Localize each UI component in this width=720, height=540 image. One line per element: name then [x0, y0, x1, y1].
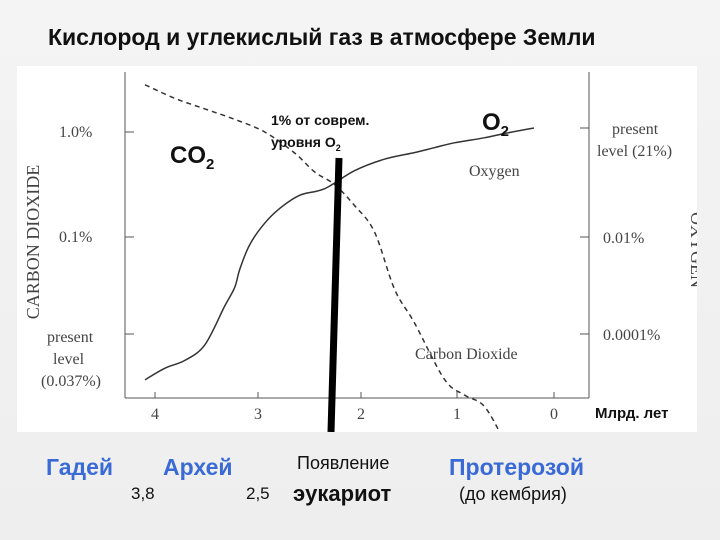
- x-tick-label-2: 2: [357, 406, 365, 423]
- slide-title: Кислород и углекислый газ в атмосфере Зе…: [48, 24, 596, 50]
- left-tick-label-3: present level (0.037%): [41, 329, 101, 390]
- chart-svg: CARBON DIOXIDE OXYGEN 1.0% 0.1% present …: [23, 72, 697, 432]
- oxygen-series-label: Oxygen: [469, 163, 520, 180]
- x-axis-unit: Млрд. лет: [595, 405, 669, 422]
- boundary-2-5: 2,5: [246, 484, 270, 503]
- x-tick-label-0: 0: [550, 406, 558, 423]
- right-tick-label-1: present level (21%): [597, 121, 672, 160]
- left-axis-title: CARBON DIOXIDE: [23, 165, 43, 320]
- o2-big-label: O2: [482, 109, 509, 140]
- co2-series-label: Carbon Dioxide: [415, 346, 518, 363]
- left-tick-label-1: 1.0%: [59, 124, 92, 141]
- oxygen-series-line: [144, 127, 535, 381]
- annotation-line-2: уровня O2: [271, 134, 341, 153]
- right-tick-label-3: 0.0001%: [603, 327, 660, 344]
- right-axis-title: OXYGEN: [687, 212, 697, 288]
- era-proterozoic: Протерозой: [449, 454, 584, 480]
- x-tick-label-4: 4: [151, 406, 159, 423]
- era-archean: Архей: [163, 454, 233, 480]
- boundary-3-8: 3,8: [131, 484, 155, 503]
- annotation-line-1: 1% от соврем.: [271, 112, 369, 128]
- eukaryotes-line-1: Появление: [297, 453, 390, 473]
- era-hadean: Гадей: [46, 454, 114, 480]
- co2-series-line: [144, 84, 501, 432]
- eukaryote-marker-line: [327, 157, 343, 432]
- precambrian-note: (до кембрия): [459, 484, 567, 504]
- x-tick-label-1: 1: [453, 406, 461, 423]
- chart-panel: CARBON DIOXIDE OXYGEN 1.0% 0.1% present …: [17, 66, 697, 432]
- co2-big-label: CO2: [170, 142, 214, 173]
- eukaryotes-line-2: эукариот: [293, 481, 392, 506]
- right-tick-label-2: 0.01%: [603, 230, 644, 247]
- x-tick-label-3: 3: [254, 406, 262, 423]
- left-tick-label-2: 0.1%: [59, 229, 92, 246]
